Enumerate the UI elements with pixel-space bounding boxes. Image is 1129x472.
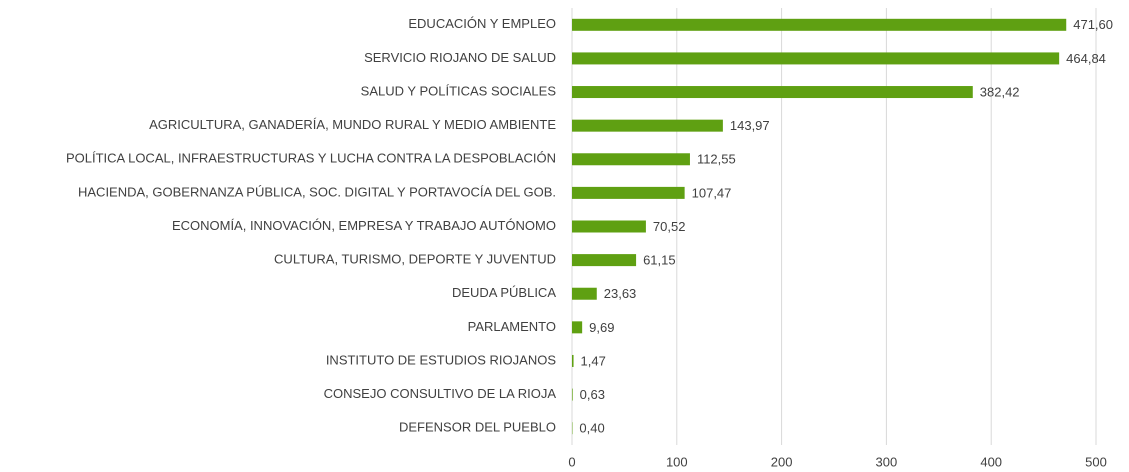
y-tick-label: EDUCACIÓN Y EMPLEO [408,16,556,31]
y-tick-label: SERVICIO RIOJANO DE SALUD [364,50,556,65]
data-label: 464,84 [1066,51,1106,66]
x-tick-label: 300 [876,454,898,469]
y-tick-label: DEFENSOR DEL PUEBLO [399,420,556,435]
bar [572,287,597,300]
y-tick-label: HACIENDA, GOBERNANZA PÚBLICA, SOC. DIGIT… [78,184,556,199]
bar [572,52,1060,65]
y-tick-label: DEUDA PÚBLICA [452,285,556,300]
y-tick-label: CONSEJO CONSULTIVO DE LA RIOJA [324,386,557,401]
data-label: 23,63 [604,286,637,301]
bar [572,220,646,233]
data-label: 112,55 [697,152,736,167]
y-tick-label: CULTURA, TURISMO, DEPORTE Y JUVENTUD [274,252,556,267]
x-tick-label: 500 [1085,454,1107,469]
bar [572,18,1067,31]
data-label: 0,40 [579,421,604,436]
data-label: 61,15 [643,253,676,268]
data-label: 471,60 [1073,17,1113,32]
bar [572,388,573,401]
data-label: 9,69 [589,320,614,335]
bar [572,186,685,199]
bar [572,254,637,267]
x-tick-label: 200 [771,454,793,469]
x-tick-label: 100 [666,454,688,469]
data-label: 382,42 [980,84,1020,99]
bar [572,354,574,367]
data-label: 107,47 [692,185,732,200]
data-label: 143,97 [730,118,770,133]
x-tick-label: 0 [568,454,575,469]
y-tick-label: SALUD Y POLÍTICAS SOCIALES [361,83,557,98]
y-tick-label: PARLAMENTO [468,319,556,334]
bar [572,321,583,334]
data-label: 1,47 [581,353,606,368]
y-tick-label: POLÍTICA LOCAL, INFRAESTRUCTURAS Y LUCHA… [66,151,556,166]
y-tick-label: INSTITUTO DE ESTUDIOS RIOJANOS [326,352,557,367]
bar [572,119,723,132]
data-label: 0,63 [580,387,605,402]
x-tick-label: 400 [980,454,1002,469]
y-tick-label: AGRICULTURA, GANADERÍA, MUNDO RURAL Y ME… [149,117,556,132]
bar [572,86,973,99]
bar [572,153,690,166]
y-tick-label: ECONOMÍA, INNOVACIÓN, EMPRESA Y TRABAJO … [172,218,556,233]
data-label: 70,52 [653,219,686,234]
